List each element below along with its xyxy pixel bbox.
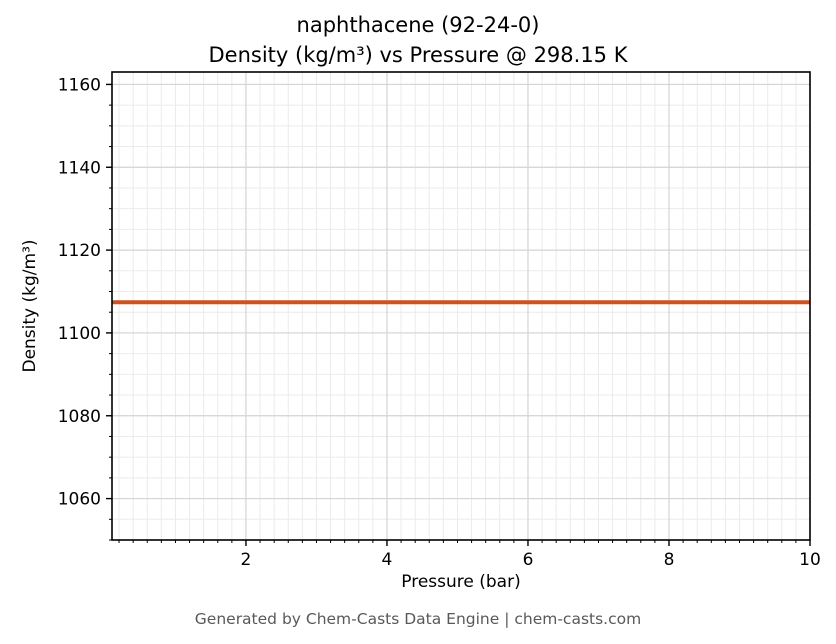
y-tick-label: 1140	[58, 158, 101, 178]
x-tick-label: 10	[799, 550, 821, 570]
y-tick-label: 1160	[58, 75, 101, 95]
y-tick-label: 1060	[58, 490, 101, 510]
x-tick-label: 8	[664, 550, 675, 570]
y-tick-label: 1080	[58, 407, 101, 427]
x-tick-label: 6	[523, 550, 534, 570]
x-axis-label: Pressure (bar)	[401, 572, 521, 592]
chart-title-line1: naphthacene (92-24-0)	[296, 13, 540, 37]
axes-frame	[111, 71, 811, 541]
y-tick-label: 1100	[58, 324, 101, 344]
chart-title-line2: Density (kg/m³) vs Pressure @ 298.15 K	[208, 42, 628, 67]
y-tick-label: 1120	[58, 241, 101, 261]
x-tick-label: 2	[241, 550, 252, 570]
y-axis-label: Density (kg/m³)	[20, 239, 40, 373]
chart-title: naphthacene (92-24-0) Density (kg/m³) vs…	[0, 11, 836, 71]
x-tick-label: 4	[382, 550, 393, 570]
footer-credit: Generated by Chem-Casts Data Engine | ch…	[194, 610, 642, 628]
